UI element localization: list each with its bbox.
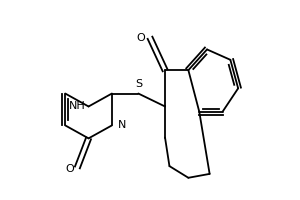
Text: NH: NH [68,101,85,111]
Text: N: N [118,120,126,130]
Text: O: O [65,164,74,174]
Text: O: O [136,33,145,43]
Text: S: S [135,79,142,89]
